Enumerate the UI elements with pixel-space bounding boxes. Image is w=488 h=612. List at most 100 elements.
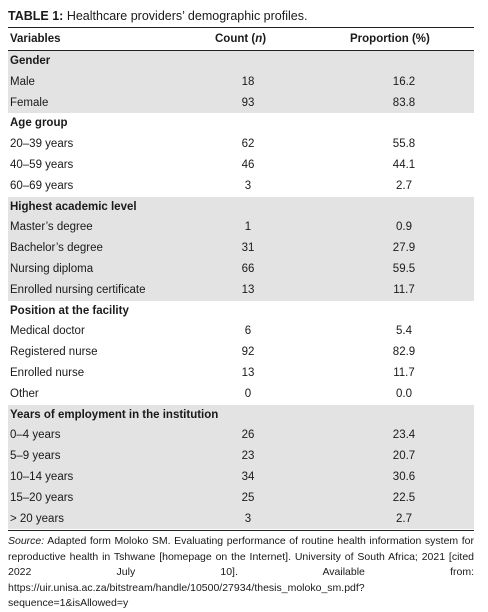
section-label: Years of employment in the institution xyxy=(10,408,219,421)
row-count: 46 xyxy=(241,158,255,171)
table-row: Master’s degree 1 0.9 xyxy=(8,217,474,239)
row-proportion: 23.4 xyxy=(392,429,416,442)
table-row: 5–9 years 23 20.7 xyxy=(8,446,474,467)
table-caption-text: Healthcare providers’ demographic profil… xyxy=(66,9,308,23)
row-label: 0–4 years xyxy=(10,429,61,442)
row-label: 40–59 years xyxy=(10,158,74,171)
row-count: 31 xyxy=(241,242,255,255)
table-body: Gender Male 18 16.2 Female 93 83.8 Age group 20–… xyxy=(8,51,474,530)
header-rule xyxy=(8,50,474,51)
row-label: 5–9 years xyxy=(10,450,61,463)
row-proportion: 83.8 xyxy=(392,96,416,109)
table-caption: TABLE 1: Healthcare providers’ demograph… xyxy=(8,8,307,24)
row-label: Bachelor’s degree xyxy=(10,242,103,255)
table-row: 60–69 years 3 2.7 xyxy=(8,176,474,197)
row-count: 23 xyxy=(241,450,255,463)
table-row: Female 93 83.8 xyxy=(8,92,474,114)
row-proportion: 27.9 xyxy=(392,242,416,255)
table-header: Variables Count (n) Proportion (%) xyxy=(8,28,474,50)
section-label: Highest academic level xyxy=(10,200,137,213)
row-count: 1 xyxy=(244,221,252,234)
row-label: Enrolled nursing certificate xyxy=(10,283,146,296)
row-proportion: 55.8 xyxy=(392,138,416,151)
section-label: Age group xyxy=(10,117,68,130)
row-proportion: 82.9 xyxy=(392,346,416,359)
row-label: Enrolled nurse xyxy=(10,366,85,379)
table-row: Enrolled nurse 13 11.7 xyxy=(8,363,474,384)
source-text: Adapted form Moloko SM. Evaluating perfo… xyxy=(8,535,474,609)
section-label: Gender xyxy=(10,55,51,67)
row-count: 6 xyxy=(244,325,252,338)
row-proportion: 30.6 xyxy=(392,470,416,483)
row-proportion: 11.7 xyxy=(393,283,415,296)
header-count-prefix: Count ( xyxy=(215,33,256,45)
table-row: 0–4 years 26 23.4 xyxy=(8,425,474,447)
row-count: 93 xyxy=(241,96,255,109)
row-label: Master’s degree xyxy=(10,221,93,234)
section-row: Years of employment in the institution xyxy=(8,404,474,426)
row-proportion: 22.5 xyxy=(392,491,416,504)
row-count: 0 xyxy=(244,387,252,400)
source-note: Source: Adapted form Moloko SM. Evaluati… xyxy=(8,534,474,612)
header-count-suffix: ) xyxy=(262,33,267,45)
row-count: 25 xyxy=(241,491,255,504)
row-label: 10–14 years xyxy=(10,470,74,483)
row-count: 66 xyxy=(241,262,255,275)
row-label: > 20 years xyxy=(10,512,65,525)
row-label: Registered nurse xyxy=(10,346,98,359)
table-row: Enrolled nursing certificate 13 11.7 xyxy=(8,279,474,301)
row-proportion: 2.7 xyxy=(396,179,412,192)
row-count: 62 xyxy=(241,138,255,151)
header-variables: Variables xyxy=(10,33,61,45)
table-row: 15–20 years 25 22.5 xyxy=(8,487,474,509)
row-count: 13 xyxy=(241,366,255,379)
row-label: Male xyxy=(10,75,35,88)
row-label: 60–69 years xyxy=(10,179,74,192)
header-proportion: Proportion (%) xyxy=(350,33,430,45)
table-row: Registered nurse 92 82.9 xyxy=(8,342,474,363)
table-row: Male 18 16.2 xyxy=(8,71,474,93)
top-rule xyxy=(8,27,474,28)
row-label: Nursing diploma xyxy=(10,262,94,275)
row-count: 3 xyxy=(244,179,252,192)
section-row: Position at the facility xyxy=(8,301,474,322)
row-proportion: 16.2 xyxy=(392,75,416,88)
row-label: Female xyxy=(10,96,49,109)
row-proportion: 59.5 xyxy=(392,262,416,275)
row-proportion: 0.0 xyxy=(396,387,412,400)
row-proportion: 5.4 xyxy=(396,325,412,338)
row-count: 3 xyxy=(244,512,252,525)
header-count-var: n xyxy=(255,33,263,45)
table-row: 40–59 years 46 44.1 xyxy=(8,155,474,176)
row-count: 26 xyxy=(241,429,255,442)
source-label: Source: xyxy=(8,535,45,547)
table-row: Nursing diploma 66 59.5 xyxy=(8,258,474,280)
row-count: 13 xyxy=(241,283,255,296)
row-label: 20–39 years xyxy=(10,138,74,151)
section-row: Highest academic level xyxy=(8,196,474,218)
table-row: Medical doctor 6 5.4 xyxy=(8,321,474,342)
row-label: Other xyxy=(10,387,39,400)
header-count: Count (n) xyxy=(215,33,266,45)
table-caption-label: TABLE 1: xyxy=(8,9,64,23)
row-proportion: 2.7 xyxy=(396,512,412,525)
table-row: > 20 years 3 2.7 xyxy=(8,508,474,530)
row-count: 34 xyxy=(241,470,255,483)
row-proportion: 44.1 xyxy=(392,158,416,171)
row-label: Medical doctor xyxy=(10,325,85,338)
row-count: 92 xyxy=(241,346,255,359)
row-label: 15–20 years xyxy=(10,491,74,504)
table-row: Other 0 0.0 xyxy=(8,384,474,405)
table-row: 20–39 years 62 55.8 xyxy=(8,134,474,155)
row-count: 18 xyxy=(241,75,255,88)
row-proportion: 11.7 xyxy=(393,366,415,379)
section-row: Gender xyxy=(8,51,474,72)
row-proportion: 0.9 xyxy=(396,221,412,234)
table-row: 10–14 years 34 30.6 xyxy=(8,466,474,488)
bottom-rule xyxy=(8,530,474,531)
section-row: Age group xyxy=(8,113,474,134)
section-label: Position at the facility xyxy=(10,304,129,317)
row-proportion: 20.7 xyxy=(392,450,416,463)
table-row: Bachelor’s degree 31 27.9 xyxy=(8,238,474,259)
